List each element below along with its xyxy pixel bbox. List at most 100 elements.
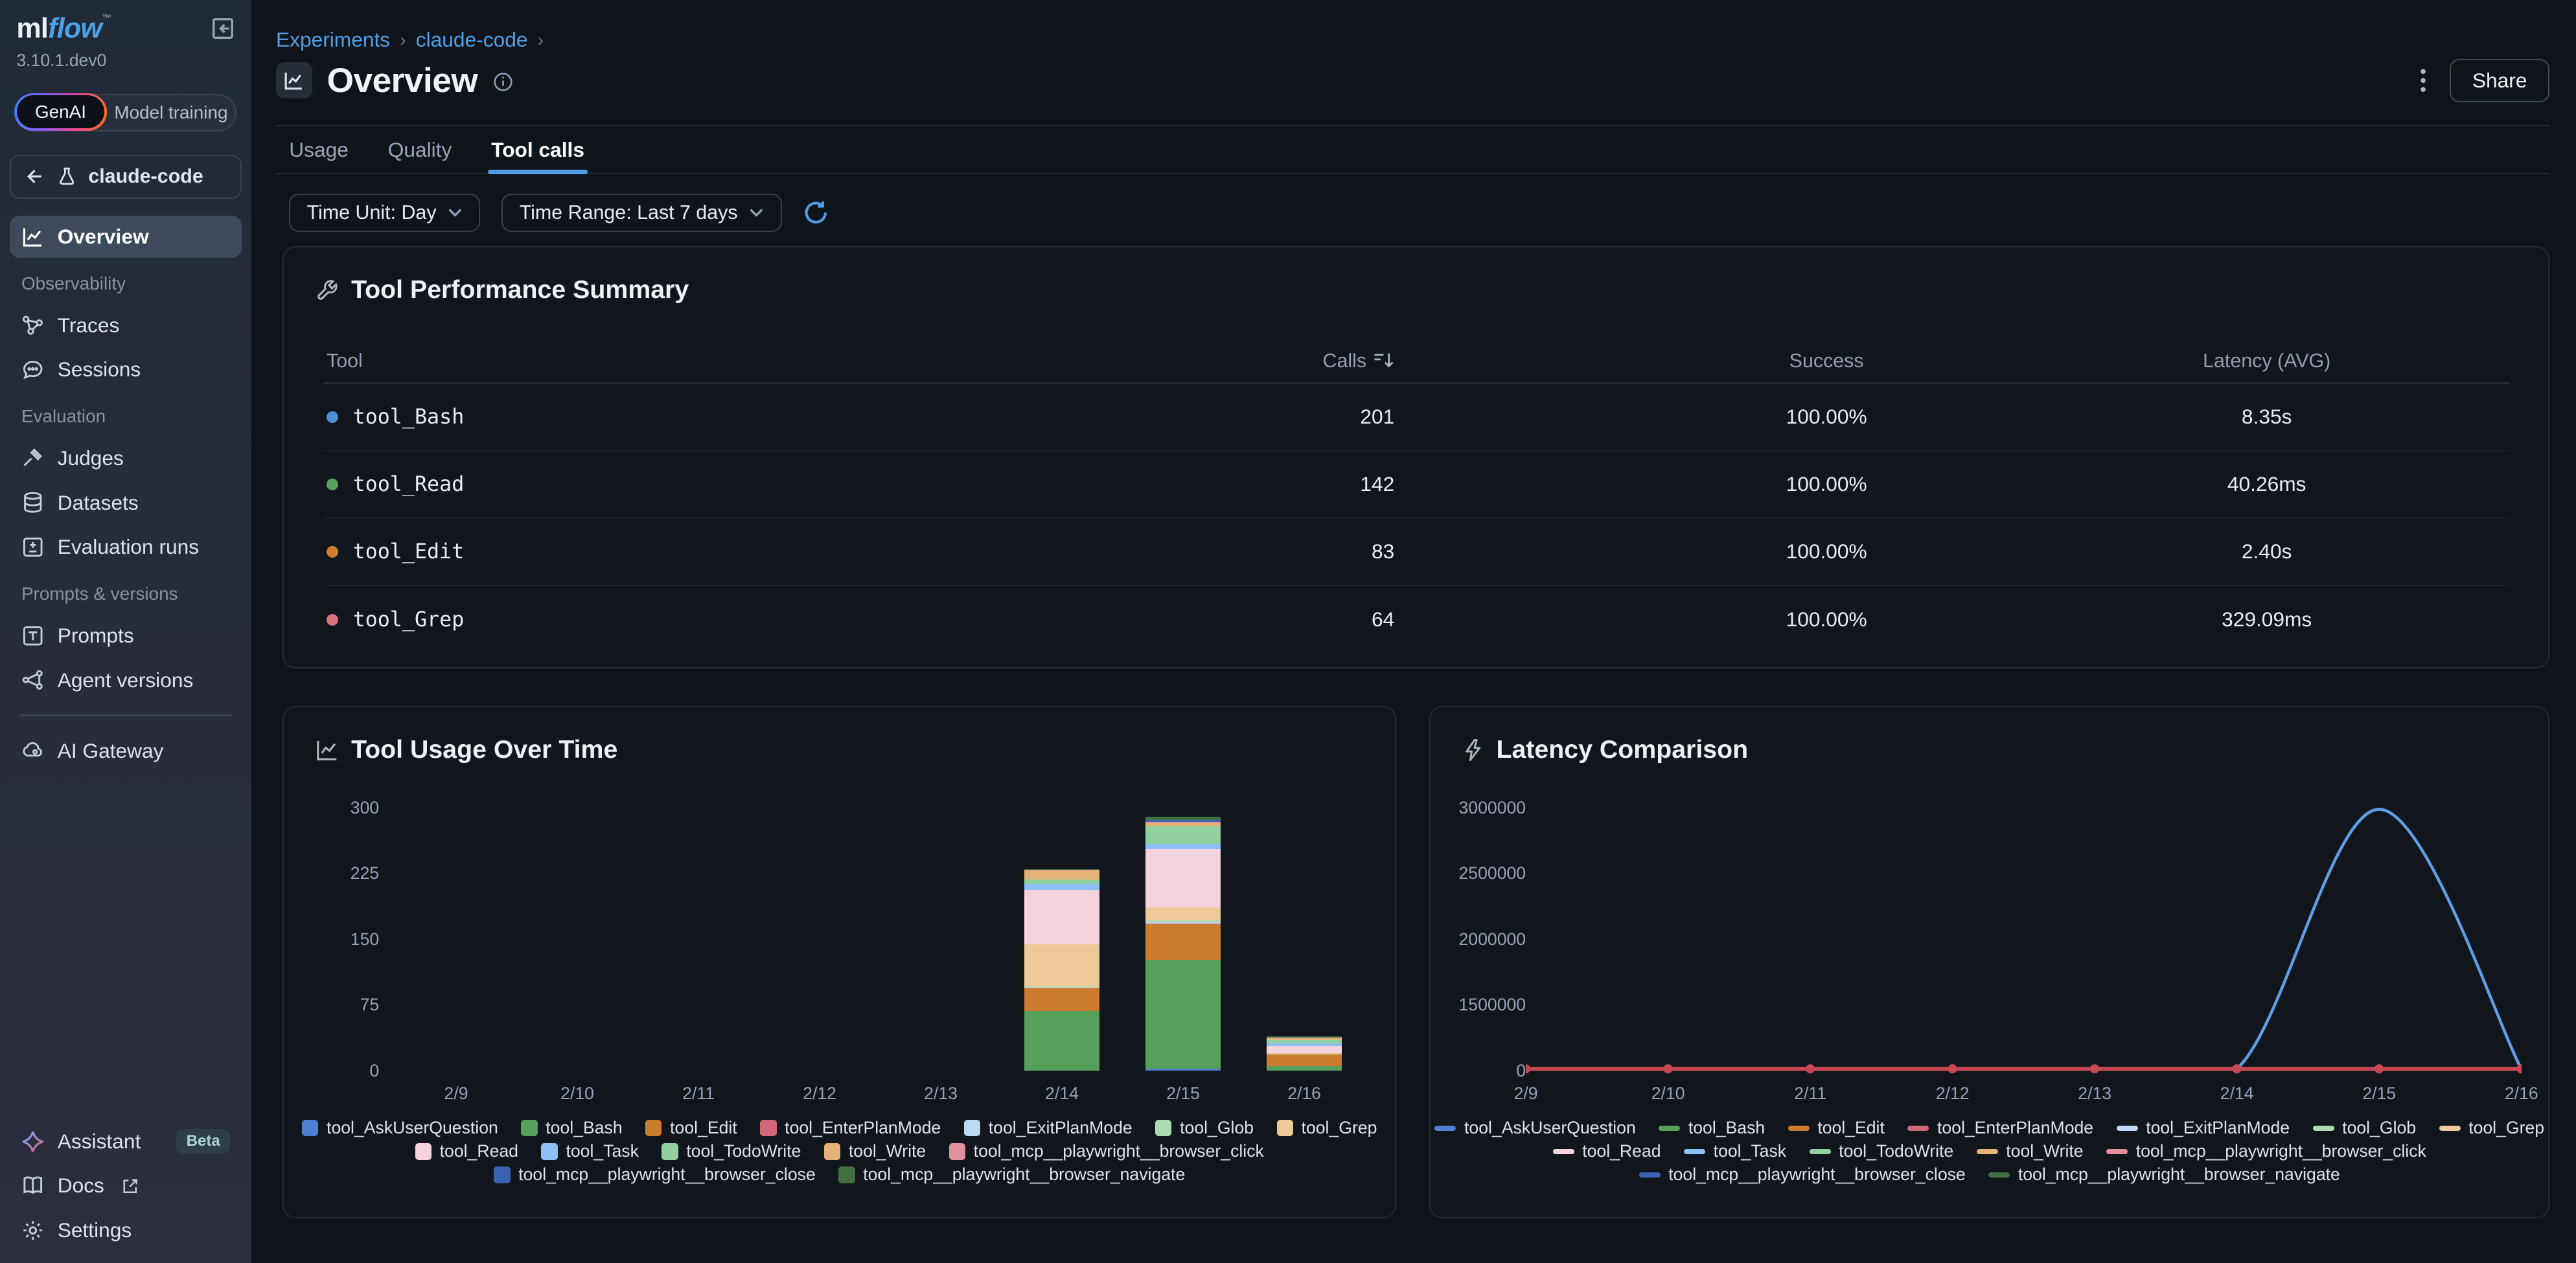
y-axis-tick: 0 xyxy=(1454,1061,1526,1081)
legend-swatch xyxy=(1907,1126,1929,1131)
legend-item-tool_mcp__playwright__browser_click[interactable]: tool_mcp__playwright__browser_click xyxy=(949,1141,1264,1161)
stacked-bar-2/15[interactable] xyxy=(1145,817,1221,1071)
data-point-marker xyxy=(2233,1064,2242,1073)
sidebar-item-judges[interactable]: Judges xyxy=(10,437,242,480)
legend-item-tool_mcp__playwright__browser_navigate[interactable]: tool_mcp__playwright__browser_navigate xyxy=(838,1165,1185,1185)
legend-item-tool_mcp__playwright__browser_navigate[interactable]: tool_mcp__playwright__browser_navigate xyxy=(1988,1165,2340,1185)
kebab-menu-icon[interactable] xyxy=(2420,67,2426,94)
legend-item-tool_mcp__playwright__browser_close[interactable]: tool_mcp__playwright__browser_close xyxy=(494,1165,816,1185)
x-axis-tick: 2/13 xyxy=(904,1084,977,1104)
stacked-bar-2/14[interactable] xyxy=(1024,869,1100,1071)
usage-bar-plot[interactable] xyxy=(396,808,1365,1071)
legend-item-tool_Read[interactable]: tool_Read xyxy=(1553,1141,1661,1161)
section-observability: Observability xyxy=(10,263,242,304)
tab-usage[interactable]: Usage xyxy=(289,138,349,173)
sidebar-item-evaluation-runs[interactable]: Evaluation runs xyxy=(10,526,242,569)
page-title: Overview xyxy=(327,61,478,100)
legend-swatch xyxy=(1639,1172,1661,1178)
legend-label: tool_mcp__playwright__browser_click xyxy=(2136,1141,2426,1161)
latency-chart-card: Latency Comparison 300000025000002000000… xyxy=(1429,706,2549,1218)
legend-item-tool_mcp__playwright__browser_click[interactable]: tool_mcp__playwright__browser_click xyxy=(2106,1141,2426,1161)
legend-item-tool_Grep[interactable]: tool_Grep xyxy=(1277,1118,1377,1138)
time-range-dropdown[interactable]: Time Range: Last 7 days xyxy=(501,194,781,231)
legend-label: tool_Task xyxy=(566,1141,638,1161)
back-arrow-icon[interactable] xyxy=(24,166,45,187)
legend-item-tool_Write[interactable]: tool_Write xyxy=(1977,1141,2084,1161)
legend-item-tool_EnterPlanMode[interactable]: tool_EnterPlanMode xyxy=(760,1118,941,1138)
legend-item-tool_Bash[interactable]: tool_Bash xyxy=(1659,1118,1765,1138)
sidebar-item-settings[interactable]: Settings xyxy=(10,1209,242,1251)
latency-line-plot[interactable] xyxy=(1526,808,2522,1080)
col-calls[interactable]: Calls xyxy=(1096,343,1394,379)
stacked-bar-2/16[interactable] xyxy=(1267,1036,1342,1070)
legend-item-tool_ExitPlanMode[interactable]: tool_ExitPlanMode xyxy=(964,1118,1133,1138)
sidebar-item-agent-versions[interactable]: Agent versions xyxy=(10,659,242,701)
legend-item-tool_TodoWrite[interactable]: tool_TodoWrite xyxy=(1810,1141,1954,1161)
sidebar-item-datasets[interactable]: Datasets xyxy=(10,481,242,524)
time-unit-dropdown[interactable]: Time Unit: Day xyxy=(289,194,480,231)
legend-item-tool_Glob[interactable]: tool_Glob xyxy=(2313,1118,2417,1138)
legend-label: tool_Read xyxy=(1582,1141,1661,1161)
legend-item-tool_Grep[interactable]: tool_Grep xyxy=(2439,1118,2544,1138)
latency-legend: tool_AskUserQuestiontool_Bashtool_Editto… xyxy=(1447,1118,2532,1185)
calls-value: 142 xyxy=(1096,451,1394,518)
legend-item-tool_Task[interactable]: tool_Task xyxy=(541,1141,638,1161)
tool-name: tool_Grep xyxy=(353,608,465,632)
legend-item-tool_Write[interactable]: tool_Write xyxy=(824,1141,926,1161)
toggle-genai[interactable]: GenAI xyxy=(14,93,106,131)
sidebar-item-ai-gateway[interactable]: AI Gateway xyxy=(10,729,242,772)
legend-item-tool_EnterPlanMode[interactable]: tool_EnterPlanMode xyxy=(1907,1118,2093,1138)
sidebar-item-docs[interactable]: Docs xyxy=(10,1165,242,1207)
legend-item-tool_mcp__playwright__browser_close[interactable]: tool_mcp__playwright__browser_close xyxy=(1639,1165,1966,1185)
table-row[interactable]: tool_Grep64100.00%329.09ms xyxy=(323,586,2509,654)
bar-segment xyxy=(1145,907,1221,920)
table-row[interactable]: tool_Edit83100.00%2.40s xyxy=(323,519,2509,586)
bar-segment xyxy=(1024,884,1100,890)
info-icon[interactable] xyxy=(492,71,514,93)
tool-color-dot xyxy=(327,546,338,558)
legend-item-tool_AskUserQuestion[interactable]: tool_AskUserQuestion xyxy=(302,1118,498,1138)
legend-item-tool_AskUserQuestion[interactable]: tool_AskUserQuestion xyxy=(1434,1118,1635,1138)
tool-color-dot xyxy=(327,614,338,626)
breadcrumb-experiments[interactable]: Experiments xyxy=(276,28,390,52)
tool-name: tool_Bash xyxy=(353,405,465,429)
share-button[interactable]: Share xyxy=(2450,59,2549,102)
legend-item-tool_Edit[interactable]: tool_Edit xyxy=(1788,1118,1885,1138)
toggle-model-training[interactable]: Model training xyxy=(107,102,235,123)
legend-label: tool_mcp__playwright__browser_navigate xyxy=(863,1165,1185,1185)
legend-swatch xyxy=(541,1143,557,1159)
collapse-sidebar-icon[interactable] xyxy=(211,13,235,47)
sidebar-item-overview[interactable]: Overview xyxy=(10,216,242,258)
sidebar-item-sessions[interactable]: Sessions xyxy=(10,348,242,391)
data-point-marker xyxy=(1948,1064,1957,1073)
legend-label: tool_Grep xyxy=(2468,1118,2544,1138)
refresh-icon[interactable] xyxy=(803,199,829,226)
legend-swatch xyxy=(949,1143,965,1159)
sidebar-item-assistant[interactable]: Assistant Beta xyxy=(10,1120,242,1163)
tab-tool-calls[interactable]: Tool calls xyxy=(491,138,584,173)
tab-quality[interactable]: Quality xyxy=(388,138,452,173)
table-row[interactable]: tool_Read142100.00%40.26ms xyxy=(323,451,2509,519)
legend-swatch xyxy=(521,1120,537,1136)
y-axis-tick: 3000000 xyxy=(1454,798,1526,818)
legend-item-tool_Glob[interactable]: tool_Glob xyxy=(1155,1118,1254,1138)
text-box-icon xyxy=(21,624,44,647)
y-axis-tick: 0 xyxy=(307,1061,380,1081)
legend-item-tool_Bash[interactable]: tool_Bash xyxy=(521,1118,622,1138)
x-axis-tick: 2/10 xyxy=(1632,1084,1705,1104)
legend-item-tool_Edit[interactable]: tool_Edit xyxy=(645,1118,737,1138)
legend-item-tool_Task[interactable]: tool_Task xyxy=(1684,1141,1786,1161)
gear-icon xyxy=(21,1219,44,1242)
legend-item-tool_Read[interactable]: tool_Read xyxy=(415,1141,518,1161)
legend-item-tool_ExitPlanMode[interactable]: tool_ExitPlanMode xyxy=(2117,1118,2290,1138)
experiment-selector[interactable]: claude-code xyxy=(10,155,242,199)
legend-item-tool_TodoWrite[interactable]: tool_TodoWrite xyxy=(661,1141,801,1161)
sidebar-item-prompts[interactable]: Prompts xyxy=(10,615,242,657)
legend-label: tool_Task xyxy=(1714,1141,1786,1161)
sidebar-item-traces[interactable]: Traces xyxy=(10,304,242,347)
tool-name: tool_Read xyxy=(353,473,465,496)
legend-label: tool_EnterPlanMode xyxy=(785,1118,941,1138)
breadcrumb-experiment-name[interactable]: claude-code xyxy=(416,28,528,52)
usage-legend: tool_AskUserQuestiontool_Bashtool_Editto… xyxy=(300,1118,1379,1185)
table-row[interactable]: tool_Bash201100.00%8.35s xyxy=(323,384,2509,451)
